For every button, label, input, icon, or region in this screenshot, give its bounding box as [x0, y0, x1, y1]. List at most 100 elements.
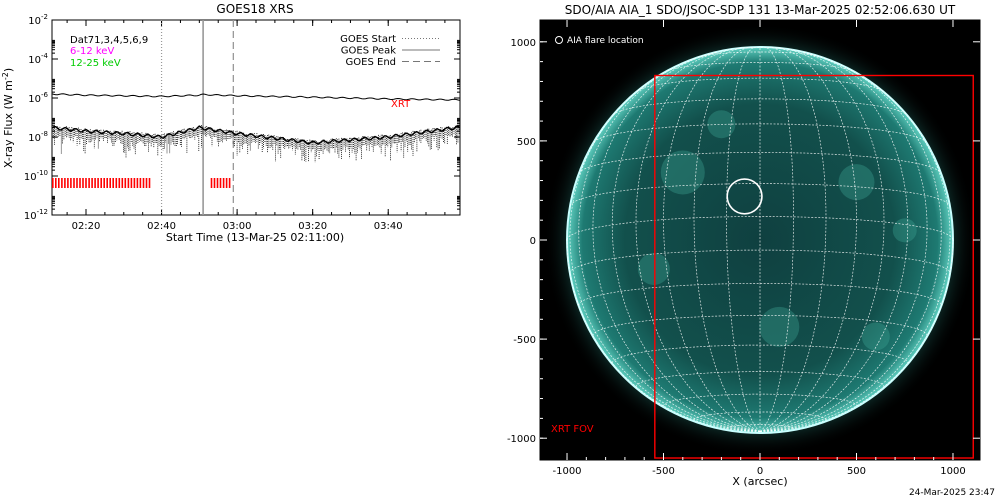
latitude-line — [569, 249, 951, 274]
flare-legend-label: AIA flare location — [567, 36, 644, 46]
latitude-line — [693, 411, 827, 421]
y-tick-exp: -6 — [41, 91, 49, 99]
flare-location-circle — [726, 178, 763, 215]
longitude-line — [759, 57, 942, 432]
xrt-label: XRT — [391, 99, 411, 110]
xrt-fov-box — [654, 74, 974, 459]
latitude-line — [637, 77, 883, 92]
xrt-coverage-bar — [112, 178, 114, 188]
longitude-line — [592, 51, 761, 432]
y-tick-exp: -4 — [41, 52, 49, 60]
y-tick-base: 10 — [28, 55, 41, 66]
xrt-coverage-bar — [121, 178, 124, 188]
latitude-line — [663, 393, 857, 406]
y-tick-base: 10 — [28, 16, 41, 27]
latitude-line — [593, 123, 927, 143]
xrt-coverage-bar — [67, 178, 69, 188]
longitude-line — [759, 46, 794, 432]
active-region — [861, 322, 890, 351]
aia-x-tick-label: 0 — [757, 466, 763, 477]
goes-x-label: Start Time (13-Mar-25 02:11:00) — [166, 231, 344, 244]
longitude-line — [759, 47, 827, 432]
longitude-line — [759, 48, 885, 432]
x-tick-label: 03:40 — [374, 221, 403, 232]
series-short-channel — [51, 124, 460, 163]
active-region — [759, 306, 800, 347]
latitude-line — [569, 183, 951, 206]
legend-solid-label: GOES Peak — [341, 46, 396, 57]
y-tick-label: 10-12 — [24, 208, 48, 222]
xrt-coverage-bar — [64, 178, 66, 188]
y-tick-exp: -12 — [37, 208, 48, 216]
xrt-coverage-bar — [142, 178, 145, 188]
aia-title: SDO/AIA AIA_1 SDO/JSOC-SDP 131 13-Mar-20… — [565, 3, 956, 17]
xrt-coverage-bar — [106, 178, 108, 188]
legend-12-25kev: 12-25 keV — [70, 58, 121, 69]
xrt-coverage-bar — [148, 178, 151, 188]
xrt-coverage-bar — [133, 178, 136, 188]
longitude-line — [759, 47, 857, 432]
longitude-line — [635, 48, 761, 432]
xrt-coverage-bar — [109, 178, 111, 188]
xrt-coverage-bar — [94, 178, 96, 188]
latitude-line — [698, 51, 822, 58]
xrt-fov-rect — [654, 74, 974, 459]
xrt-coverage-bar — [216, 178, 219, 188]
aia-y-tick-label: -1000 — [507, 434, 536, 445]
y-tick-label: 10-8 — [28, 130, 48, 144]
latitude-line — [592, 315, 928, 336]
xrt-coverage-bar — [124, 178, 127, 188]
y-tick-label: 10-6 — [28, 91, 48, 105]
aia-x-label: X (arcsec) — [732, 475, 787, 488]
xrt-coverage-bar — [76, 178, 78, 188]
y-tick-label: 10-10 — [24, 169, 48, 183]
goes-series — [51, 93, 461, 163]
goes-x-axis: 02:20 02:40 03:00 03:20 03:40 — [66, 20, 446, 232]
xrt-coverage-bar — [228, 178, 231, 188]
solar-disk — [567, 47, 953, 433]
legend-dataset-line: Dat71,3,4,5,6,9 — [70, 35, 148, 46]
latitude-line — [612, 98, 908, 116]
xrt-coverage-bar — [130, 178, 133, 188]
active-region — [637, 252, 670, 285]
aia-y-tick-label: 0 — [530, 236, 536, 247]
longitude-line — [759, 49, 909, 432]
xrt-coverage-bar — [115, 178, 118, 188]
aia-y-tick-label: -500 — [513, 335, 536, 346]
xrt-coverage-bar — [97, 178, 99, 188]
flare-circle — [726, 178, 763, 215]
x-tick-label: 02:20 — [72, 221, 101, 232]
longitude-line — [611, 49, 761, 432]
x-tick-label: 03:00 — [223, 221, 252, 232]
xrt-coverage-bar — [82, 178, 84, 188]
aia-x-tick-label: 1000 — [940, 466, 965, 477]
aia-y-tick-label: 500 — [517, 137, 536, 148]
xrt-coverage-bar — [91, 178, 93, 188]
longitude-line — [759, 51, 928, 432]
longitude-line — [566, 239, 761, 432]
xrt-coverage-bar — [103, 178, 105, 188]
xrt-coverage-bar — [210, 178, 213, 188]
footer-timestamp: 24-Mar-2025 23:47 — [909, 488, 995, 498]
longitude-line — [578, 57, 761, 432]
xrt-coverage-bar — [73, 178, 75, 188]
latitude-line — [578, 152, 942, 174]
series-short-channel-envelope — [51, 125, 461, 145]
xrt-coverage-bar — [225, 178, 228, 188]
xrt-fov-label: XRT FOV — [551, 424, 594, 435]
heliographic-grid — [566, 46, 954, 432]
xrt-coverage-bar — [127, 178, 130, 188]
y-tick-base: 10 — [28, 133, 41, 144]
legend-dashed-label: GOES End — [346, 57, 396, 68]
y-tick-base: 10 — [24, 172, 37, 183]
xrt-coverage-bar — [79, 178, 81, 188]
xrt-coverage-bar — [85, 178, 87, 188]
goes-event-lines — [160, 20, 234, 215]
aia-image-panel: SDO/AIA AIA_1 SDO/JSOC-SDP 131 13-Mar-20… — [507, 3, 981, 488]
active-region — [892, 218, 917, 243]
y-tick-base: 10 — [28, 94, 41, 105]
